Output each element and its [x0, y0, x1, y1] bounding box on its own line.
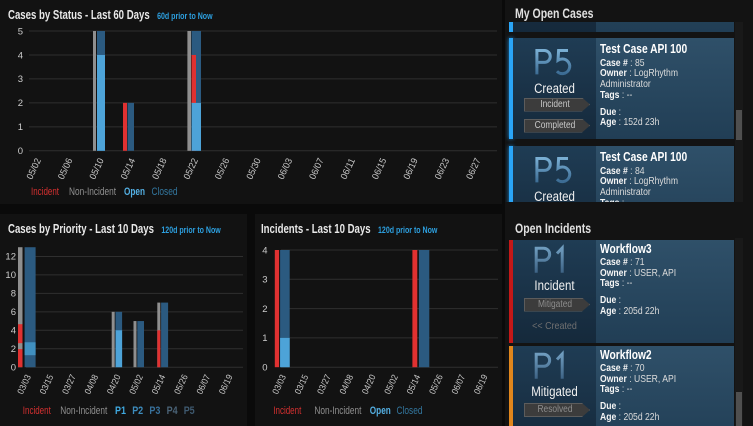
svg-text:8: 8	[11, 289, 16, 300]
svg-text:05/18: 05/18	[150, 157, 168, 181]
svg-text:06/11: 06/11	[339, 157, 357, 181]
svg-text:0: 0	[11, 363, 16, 374]
svg-text:05/02: 05/02	[382, 373, 400, 396]
svg-text:0: 0	[262, 363, 267, 374]
svg-text:5: 5	[18, 26, 23, 37]
svg-text:Non-Incident: Non-Incident	[60, 405, 107, 417]
svg-text:05/30: 05/30	[244, 157, 262, 181]
svg-text:2: 2	[262, 304, 267, 315]
svg-text:03/15: 03/15	[293, 373, 311, 396]
svg-text:05/26: 05/26	[172, 373, 190, 396]
svg-text:P2: P2	[132, 405, 143, 417]
svg-text:03/27: 03/27	[60, 373, 78, 396]
svg-text:06/19: 06/19	[401, 157, 419, 181]
svg-text:06/27: 06/27	[464, 157, 482, 181]
svg-text:06/07: 06/07	[449, 373, 467, 396]
svg-text:4: 4	[11, 326, 16, 337]
svg-text:05/26: 05/26	[213, 157, 231, 181]
svg-text:06/07: 06/07	[194, 373, 212, 396]
svg-text:03/03: 03/03	[15, 373, 33, 396]
svg-text:06/15: 06/15	[370, 157, 388, 181]
svg-text:Non-Incident: Non-Incident	[69, 186, 116, 198]
svg-text:05/02: 05/02	[127, 373, 145, 396]
svg-text:Open: Open	[124, 186, 145, 198]
svg-text:04/08: 04/08	[337, 373, 355, 396]
svg-text:03/27: 03/27	[315, 373, 333, 396]
svg-text:06/19: 06/19	[472, 373, 490, 396]
svg-text:05/14: 05/14	[405, 373, 423, 396]
svg-text:P3: P3	[149, 405, 160, 417]
svg-text:0: 0	[18, 146, 23, 157]
svg-text:Incident: Incident	[273, 405, 301, 417]
svg-text:6: 6	[11, 307, 16, 318]
svg-text:2: 2	[11, 344, 16, 355]
svg-text:Non-Incident: Non-Incident	[314, 405, 361, 417]
svg-text:3: 3	[18, 74, 23, 85]
svg-text:05/06: 05/06	[56, 157, 74, 181]
svg-text:04/08: 04/08	[82, 373, 100, 396]
svg-text:Closed: Closed	[152, 186, 178, 198]
svg-text:Incident: Incident	[23, 405, 51, 417]
svg-text:4: 4	[18, 50, 23, 61]
svg-text:06/07: 06/07	[307, 157, 325, 181]
svg-text:05/22: 05/22	[182, 157, 200, 181]
svg-text:04/20: 04/20	[105, 373, 123, 396]
svg-text:Incident: Incident	[31, 186, 59, 198]
svg-text:05/14: 05/14	[150, 373, 168, 396]
svg-text:03/03: 03/03	[270, 373, 288, 396]
svg-text:P4: P4	[167, 405, 179, 417]
svg-text:04/20: 04/20	[360, 373, 378, 396]
svg-text:05/10: 05/10	[87, 157, 105, 181]
svg-text:05/14: 05/14	[119, 157, 137, 181]
svg-text:06/03: 06/03	[276, 157, 294, 181]
svg-text:05/26: 05/26	[427, 373, 445, 396]
svg-text:05/02: 05/02	[25, 157, 43, 181]
svg-text:Closed: Closed	[397, 405, 423, 417]
svg-text:P1: P1	[115, 405, 126, 417]
svg-text:03/15: 03/15	[38, 373, 56, 396]
svg-text:06/23: 06/23	[433, 157, 451, 181]
svg-text:Open: Open	[370, 405, 391, 417]
svg-text:06/19: 06/19	[217, 373, 235, 396]
svg-text:10: 10	[5, 270, 16, 281]
svg-text:12: 12	[5, 252, 16, 263]
svg-text:4: 4	[262, 245, 267, 256]
svg-text:3: 3	[262, 275, 267, 286]
svg-text:1: 1	[262, 333, 267, 344]
svg-text:P5: P5	[184, 405, 195, 417]
svg-text:2: 2	[18, 98, 23, 109]
svg-text:1: 1	[18, 122, 23, 133]
